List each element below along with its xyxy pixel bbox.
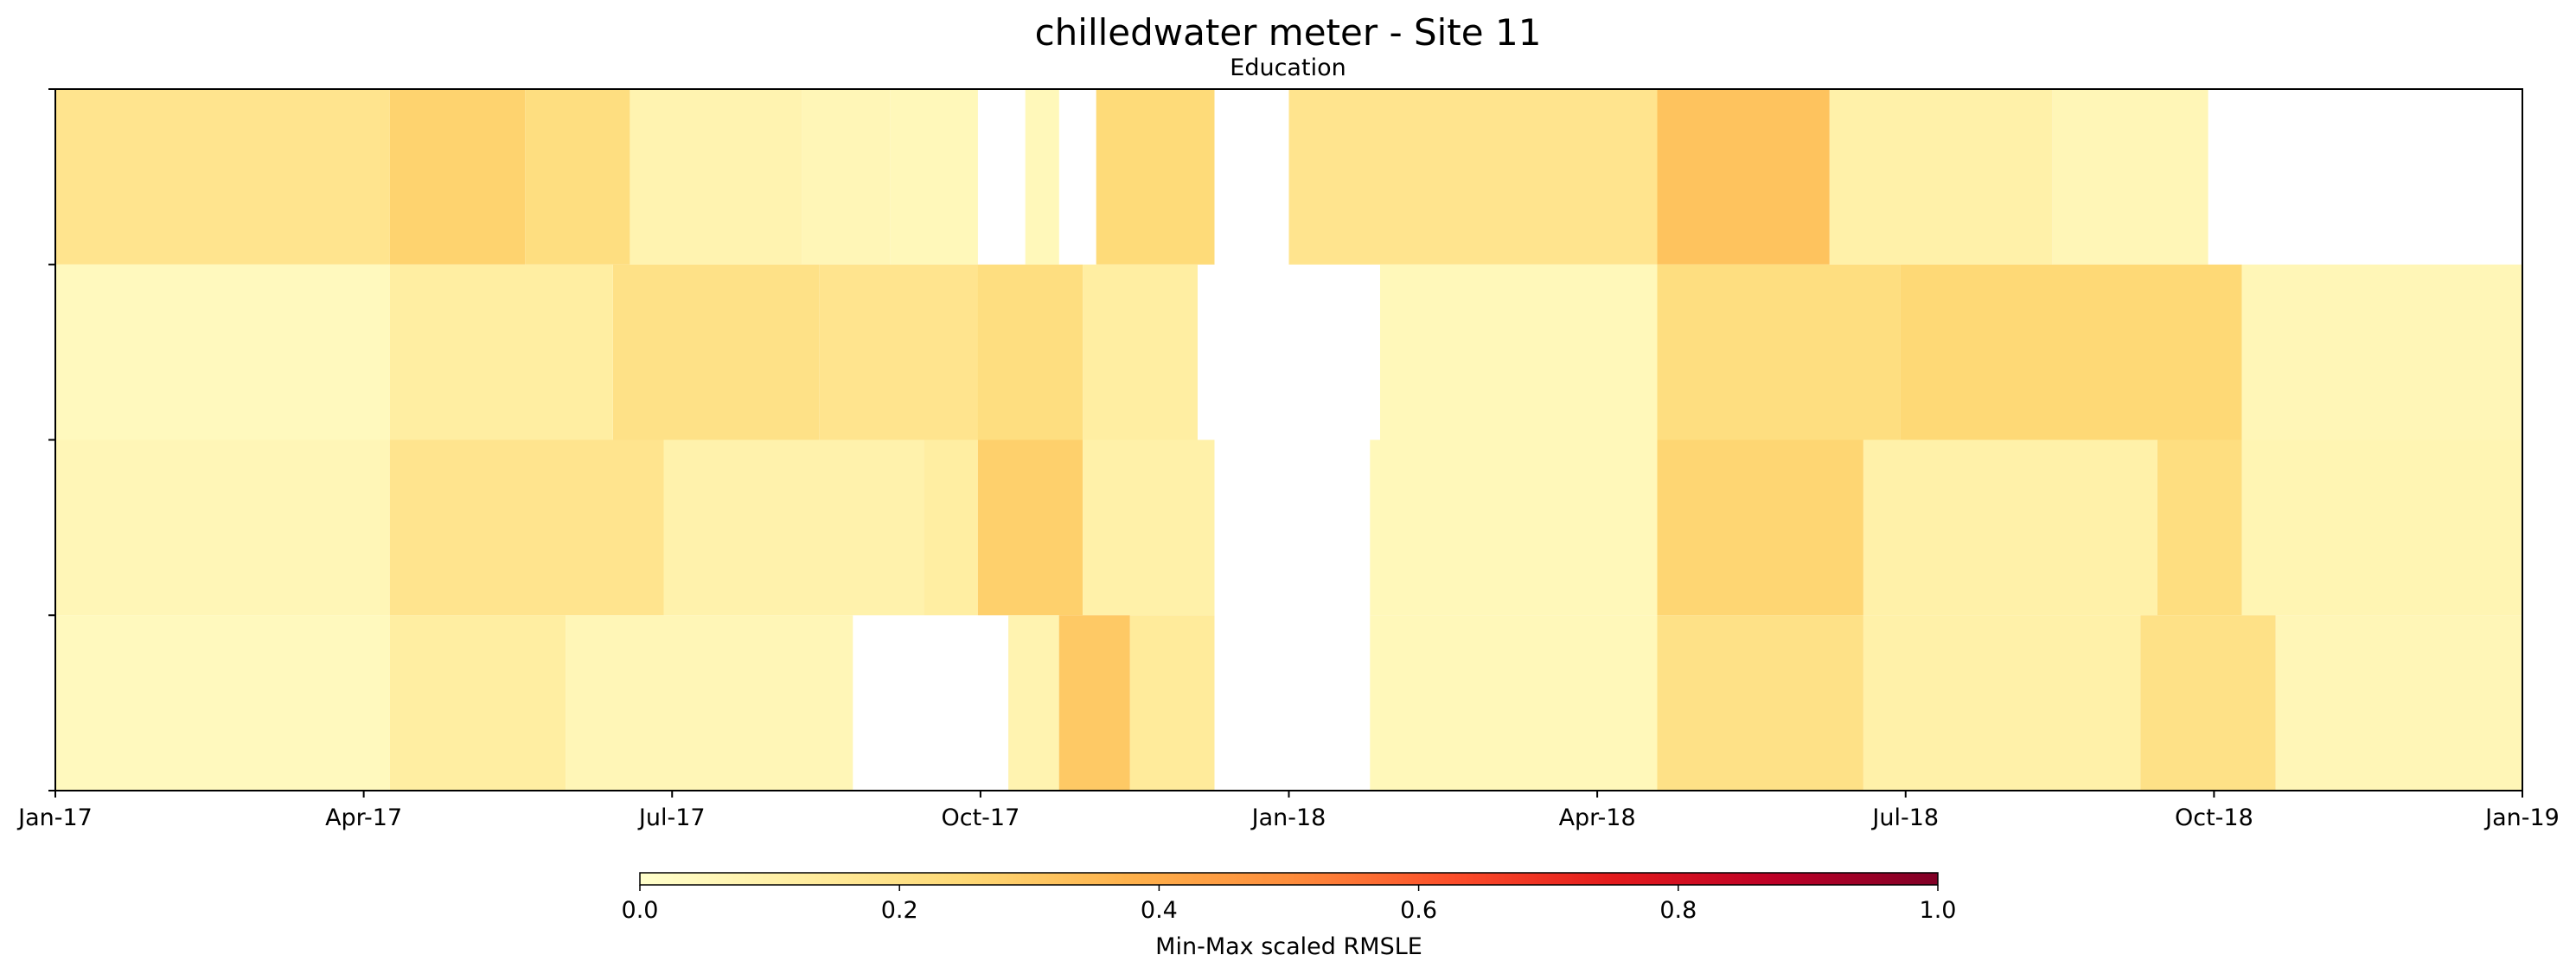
heatmap-cell-row3-11 bbox=[2241, 439, 2522, 616]
heatmap-cell-row1-12 bbox=[2052, 89, 2208, 265]
heatmap-cell-row1-8 bbox=[1096, 89, 1215, 265]
y-axis-ticks bbox=[48, 88, 55, 791]
chart-title: chilledwater meter - Site 11 bbox=[1035, 11, 1542, 54]
heatmap-cell-row3-6 bbox=[1083, 439, 1215, 616]
heatmap-cell-row3-5 bbox=[977, 439, 1083, 616]
colorbar-tick-label: 0.0 bbox=[622, 897, 659, 924]
heatmap-cell-row3-9 bbox=[1863, 439, 2157, 616]
heatmap-cell-row3-4 bbox=[924, 439, 978, 616]
heatmap-cell-row1-5 bbox=[802, 89, 891, 265]
heatmap-cell-row2-9 bbox=[1900, 264, 2242, 440]
x-tick-label: Jan-17 bbox=[16, 804, 93, 831]
heatmap-cell-row2-8 bbox=[1657, 264, 1901, 440]
heatmap-cell-row4-2 bbox=[389, 615, 566, 791]
colorbar-tick-label: 1.0 bbox=[1920, 897, 1957, 924]
colorbar-label: Min-Max scaled RMSLE bbox=[1155, 933, 1422, 960]
heatmap-cell-row1-2 bbox=[389, 89, 526, 265]
heatmap-cell-row1-6 bbox=[890, 89, 978, 265]
heatmap-cell-row3-1 bbox=[55, 439, 390, 616]
heatmap-cell-row4-8 bbox=[1657, 615, 1863, 791]
heatmap-cell-row3-3 bbox=[663, 439, 924, 616]
heatmap-cell-row4-9 bbox=[1863, 615, 2141, 791]
chart-subtitle: Education bbox=[1230, 54, 1346, 81]
heatmap-cells bbox=[55, 89, 2522, 791]
heatmap-cell-row3-8 bbox=[1657, 439, 1863, 616]
heatmap-cell-row1-1 bbox=[55, 89, 390, 265]
x-tick-label: Jan-18 bbox=[1250, 804, 1326, 831]
heatmap-cell-row2-10 bbox=[2241, 264, 2522, 440]
heatmap-cell-row1-10 bbox=[1657, 89, 1830, 265]
heatmap-cell-row3-7 bbox=[1370, 439, 1658, 616]
x-tick-label: Apr-17 bbox=[325, 804, 402, 831]
colorbar-tick-label: 0.6 bbox=[1400, 897, 1437, 924]
heatmap-cell-row2-5 bbox=[977, 264, 1083, 440]
colorbar-tick-label: 0.8 bbox=[1659, 897, 1697, 924]
heatmap-cell-row1-9 bbox=[1288, 89, 1658, 265]
heatmap-cell-row2-4 bbox=[819, 264, 978, 440]
heatmap-cell-row2-6 bbox=[1083, 264, 1198, 440]
x-tick-label: Oct-18 bbox=[2175, 804, 2253, 831]
heatmap-cell-row1-11 bbox=[1829, 89, 2053, 265]
heatmap-cell-row4-6 bbox=[1129, 615, 1215, 791]
colorbar bbox=[639, 872, 1939, 886]
x-axis-ticks: Jan-17 Apr-17 Jul-17 Oct-17 Jan-18 Apr-18 Jul-… bbox=[16, 791, 2560, 831]
x-tick-label: Jan-19 bbox=[2483, 804, 2560, 831]
heatmap-cell-row4-11 bbox=[2275, 615, 2522, 791]
heatmap-cell-row4-10 bbox=[2140, 615, 2276, 791]
heatmap-cell-row3-2 bbox=[389, 439, 664, 616]
heatmap-cell-row3-10 bbox=[2157, 439, 2242, 616]
x-tick-label: Jul-17 bbox=[637, 804, 706, 831]
heatmap-cell-row4-4 bbox=[1008, 615, 1059, 791]
colorbar-tick-label: 0.2 bbox=[881, 897, 918, 924]
heatmap-cell-row1-3 bbox=[525, 89, 630, 265]
x-tick-label: Jul-18 bbox=[1870, 804, 1939, 831]
heatmap-cell-row2-1 bbox=[55, 264, 390, 440]
colorbar-ticks: 0.0 0.2 0.4 0.6 0.8 1.0 bbox=[622, 885, 1957, 924]
x-tick-label: Apr-18 bbox=[1559, 804, 1636, 831]
heatmap-cell-row2-2 bbox=[389, 264, 613, 440]
heatmap-cell-row4-1 bbox=[55, 615, 390, 791]
heatmap-cell-row2-7 bbox=[1380, 264, 1658, 440]
x-tick-label: Oct-17 bbox=[941, 804, 1020, 831]
heatmap-cell-row4-7 bbox=[1370, 615, 1658, 791]
heatmap-cell-row1-4 bbox=[630, 89, 802, 265]
heatmap-cell-row1-7 bbox=[1025, 89, 1059, 265]
heatmap-cell-row4-3 bbox=[566, 615, 853, 791]
heatmap-cell-row2-3 bbox=[612, 264, 820, 440]
heatmap-cell-row4-5 bbox=[1058, 615, 1130, 791]
colorbar-tick-label: 0.4 bbox=[1141, 897, 1178, 924]
